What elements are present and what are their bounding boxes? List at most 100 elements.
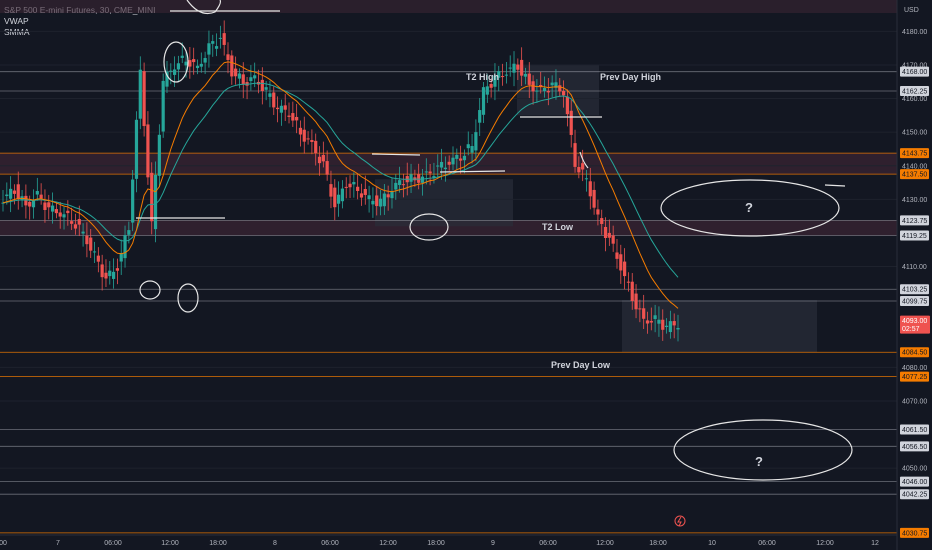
candle[interactable] [287, 115, 291, 117]
level-price-tag[interactable] [900, 230, 929, 241]
candle[interactable] [344, 186, 348, 188]
candle[interactable] [623, 261, 627, 277]
candle[interactable] [329, 184, 333, 197]
candle[interactable] [214, 46, 219, 49]
candle[interactable] [325, 161, 329, 175]
candle[interactable] [291, 113, 295, 121]
candle[interactable] [279, 105, 283, 113]
candle[interactable] [676, 327, 680, 330]
candle[interactable] [363, 189, 367, 195]
candle[interactable] [443, 167, 447, 170]
candle[interactable] [85, 235, 89, 245]
candle[interactable] [96, 255, 100, 262]
candle[interactable] [668, 321, 672, 333]
candle[interactable] [420, 176, 425, 183]
candle[interactable] [470, 146, 474, 153]
level-price-tag[interactable] [900, 347, 929, 358]
candle[interactable] [546, 91, 550, 93]
candle[interactable] [150, 172, 154, 222]
candle[interactable] [516, 64, 520, 70]
candle[interactable] [371, 200, 375, 205]
candle[interactable] [142, 71, 146, 127]
level-price-tag[interactable] [900, 296, 929, 306]
candle[interactable] [619, 254, 623, 271]
candle[interactable] [573, 143, 577, 167]
level-price-tag[interactable] [900, 66, 929, 77]
candle[interactable] [195, 65, 200, 69]
candle[interactable] [211, 41, 215, 44]
candle[interactable] [642, 308, 646, 319]
candle[interactable] [588, 181, 592, 197]
candle[interactable] [428, 171, 432, 174]
candle[interactable] [104, 272, 108, 279]
candle[interactable] [336, 194, 341, 204]
candle[interactable] [119, 253, 123, 262]
candle[interactable] [199, 63, 203, 67]
candle[interactable] [539, 84, 543, 87]
current-price-tag[interactable] [900, 315, 930, 334]
candle[interactable] [260, 79, 264, 92]
level-price-tag[interactable] [900, 476, 929, 487]
candle[interactable] [611, 235, 615, 244]
candle[interactable] [321, 154, 325, 162]
candle[interactable] [283, 105, 287, 110]
level-price-tag[interactable] [900, 86, 929, 96]
candle[interactable] [401, 184, 406, 186]
candle[interactable] [523, 73, 528, 77]
candle[interactable] [565, 96, 570, 115]
candle[interactable] [333, 187, 337, 208]
candle[interactable] [146, 124, 150, 178]
candle[interactable] [306, 138, 310, 140]
candle[interactable] [43, 202, 47, 210]
candle[interactable] [253, 75, 257, 79]
candle[interactable] [131, 179, 135, 223]
candle[interactable] [356, 186, 360, 192]
level-price-tag[interactable] [900, 169, 929, 180]
candle[interactable] [462, 155, 467, 161]
candle[interactable] [295, 116, 299, 121]
level-price-tag[interactable] [900, 371, 929, 382]
candle[interactable] [581, 163, 585, 170]
candle[interactable] [615, 252, 619, 259]
candle[interactable] [626, 281, 631, 283]
candle[interactable] [222, 33, 226, 45]
candle[interactable] [584, 178, 589, 180]
candle[interactable] [386, 194, 390, 198]
candle[interactable] [398, 180, 402, 185]
candle[interactable] [47, 202, 51, 208]
candle[interactable] [607, 232, 611, 238]
candle[interactable] [485, 86, 489, 95]
candle[interactable] [542, 87, 547, 92]
candle[interactable] [115, 268, 120, 271]
candle[interactable] [58, 212, 62, 217]
candle[interactable] [561, 91, 566, 96]
candle[interactable] [527, 73, 531, 85]
candle[interactable] [478, 110, 482, 123]
candle[interactable] [264, 87, 268, 90]
candle[interactable] [417, 174, 421, 183]
candle[interactable] [207, 43, 211, 55]
candle[interactable] [592, 189, 596, 208]
candle[interactable] [241, 74, 245, 85]
candle[interactable] [367, 195, 371, 200]
candle[interactable] [348, 183, 352, 188]
candle[interactable] [577, 166, 581, 173]
candle[interactable] [653, 315, 657, 319]
candle[interactable] [176, 63, 181, 70]
candle[interactable] [70, 221, 74, 224]
candle[interactable] [317, 156, 322, 164]
candle[interactable] [600, 218, 604, 224]
level-price-tag[interactable] [900, 284, 929, 295]
candle[interactable] [481, 87, 486, 115]
candle[interactable] [520, 59, 524, 76]
candle[interactable] [9, 188, 13, 199]
candle[interactable] [603, 226, 608, 238]
level-price-tag[interactable] [900, 489, 929, 500]
candle[interactable] [645, 320, 650, 324]
candle[interactable] [352, 182, 356, 185]
candle[interactable] [123, 235, 127, 259]
candle[interactable] [489, 83, 493, 88]
candle[interactable] [108, 270, 112, 277]
level-price-tag[interactable] [900, 215, 929, 226]
candle[interactable] [39, 194, 43, 199]
